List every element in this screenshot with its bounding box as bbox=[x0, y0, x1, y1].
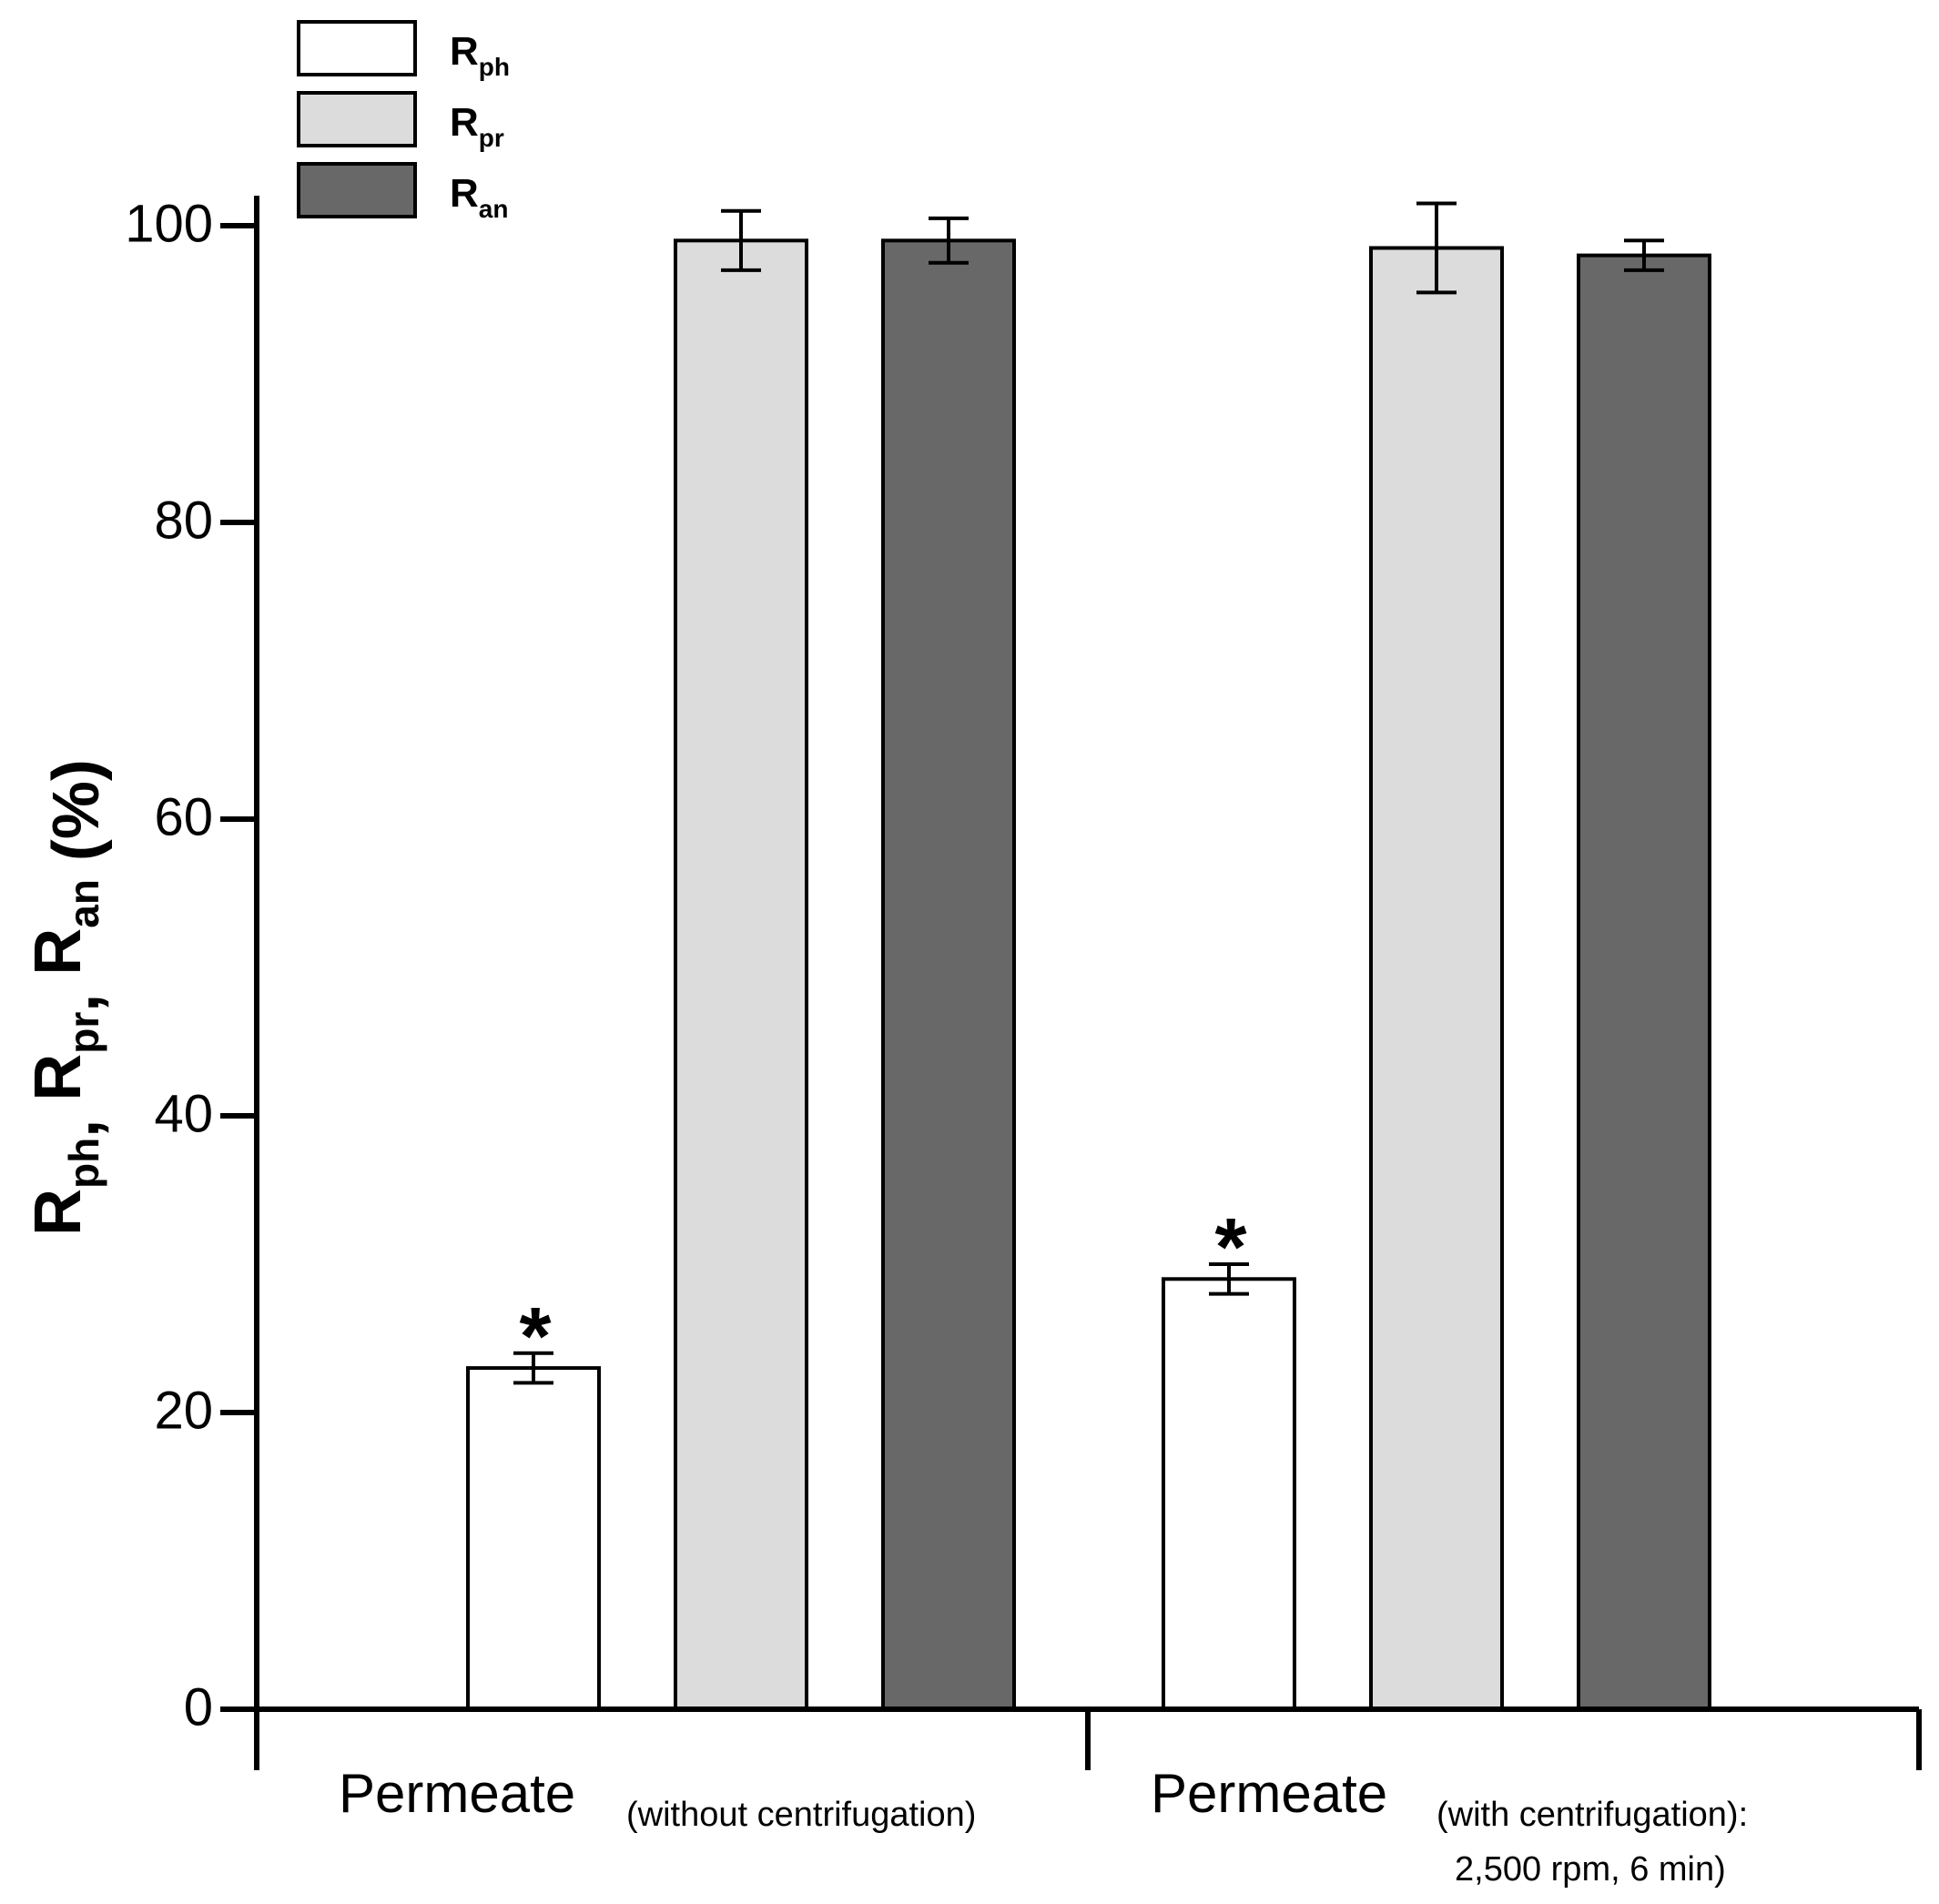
legend-label-base: R bbox=[450, 100, 479, 145]
category-sublabel-2-2: 2,500 rpm, 6 min) bbox=[1455, 1850, 1726, 1889]
y-tick-label: 20 bbox=[154, 1381, 213, 1440]
significance-marker: * bbox=[1214, 1202, 1246, 1293]
legend-swatch-Rph bbox=[297, 20, 417, 76]
y-tick-label: 100 bbox=[125, 194, 213, 253]
y-axis-label-group: Rph, Rpr, Ran (%) bbox=[22, 759, 113, 1236]
y-tick-label: 40 bbox=[154, 1084, 213, 1143]
y-label-separator: , bbox=[40, 1101, 113, 1138]
y-tick-label: 80 bbox=[154, 491, 213, 550]
legend-label-sub: an bbox=[479, 195, 509, 223]
bar-Rph-2 bbox=[1162, 1277, 1296, 1712]
legend-swatch-Rpr bbox=[297, 91, 417, 147]
y-tick-label: 0 bbox=[184, 1677, 213, 1737]
y-label-sub: an bbox=[60, 879, 107, 928]
bars: ** bbox=[466, 201, 1711, 1712]
legend-label-base: R bbox=[450, 171, 479, 216]
legend-label-sub: pr bbox=[479, 124, 504, 152]
y-label-sub: pr bbox=[60, 1012, 107, 1054]
category-sublabel-1: (without centrifugation) bbox=[626, 1796, 976, 1834]
y-axis-label: Rph, Rpr, Ran (%) bbox=[22, 759, 113, 1236]
category-label-2: Permeate bbox=[1151, 1763, 1387, 1824]
y-axis-ticks: 0 20 40 60 80 100 bbox=[125, 194, 257, 1737]
legend-label-Ran: Ran bbox=[450, 171, 508, 223]
legend-label-sub: ph bbox=[479, 53, 510, 81]
bar-Ran-2 bbox=[1577, 253, 1711, 1712]
y-label-base: R bbox=[22, 1189, 95, 1236]
bar-Rph-1 bbox=[466, 1366, 601, 1711]
y-label-base: R bbox=[22, 928, 95, 976]
category-label-1: Permeate bbox=[339, 1763, 575, 1824]
legend-label-Rpr: Rpr bbox=[450, 100, 504, 152]
axes bbox=[254, 196, 1922, 1770]
legend-swatch-Ran bbox=[297, 162, 417, 218]
category-sublabel-2: (with centrifugation): bbox=[1436, 1796, 1748, 1834]
y-label-base: R bbox=[22, 1054, 95, 1101]
significance-marker: * bbox=[519, 1291, 551, 1382]
legend-label-Rph: Rph bbox=[450, 29, 510, 81]
y-label-separator: , bbox=[40, 976, 113, 1012]
category-labels: Permeate (without centrifugation) Permeate… bbox=[339, 1763, 1748, 1889]
y-label-separator: (%) bbox=[40, 759, 113, 879]
y-label-sub: ph bbox=[60, 1138, 107, 1189]
bar-Ran-1 bbox=[881, 238, 1016, 1711]
legend-label-base: R bbox=[450, 29, 479, 74]
bar-Rpr-1 bbox=[674, 238, 808, 1711]
bar-Rpr-2 bbox=[1369, 246, 1504, 1712]
y-tick-label: 60 bbox=[154, 787, 213, 846]
